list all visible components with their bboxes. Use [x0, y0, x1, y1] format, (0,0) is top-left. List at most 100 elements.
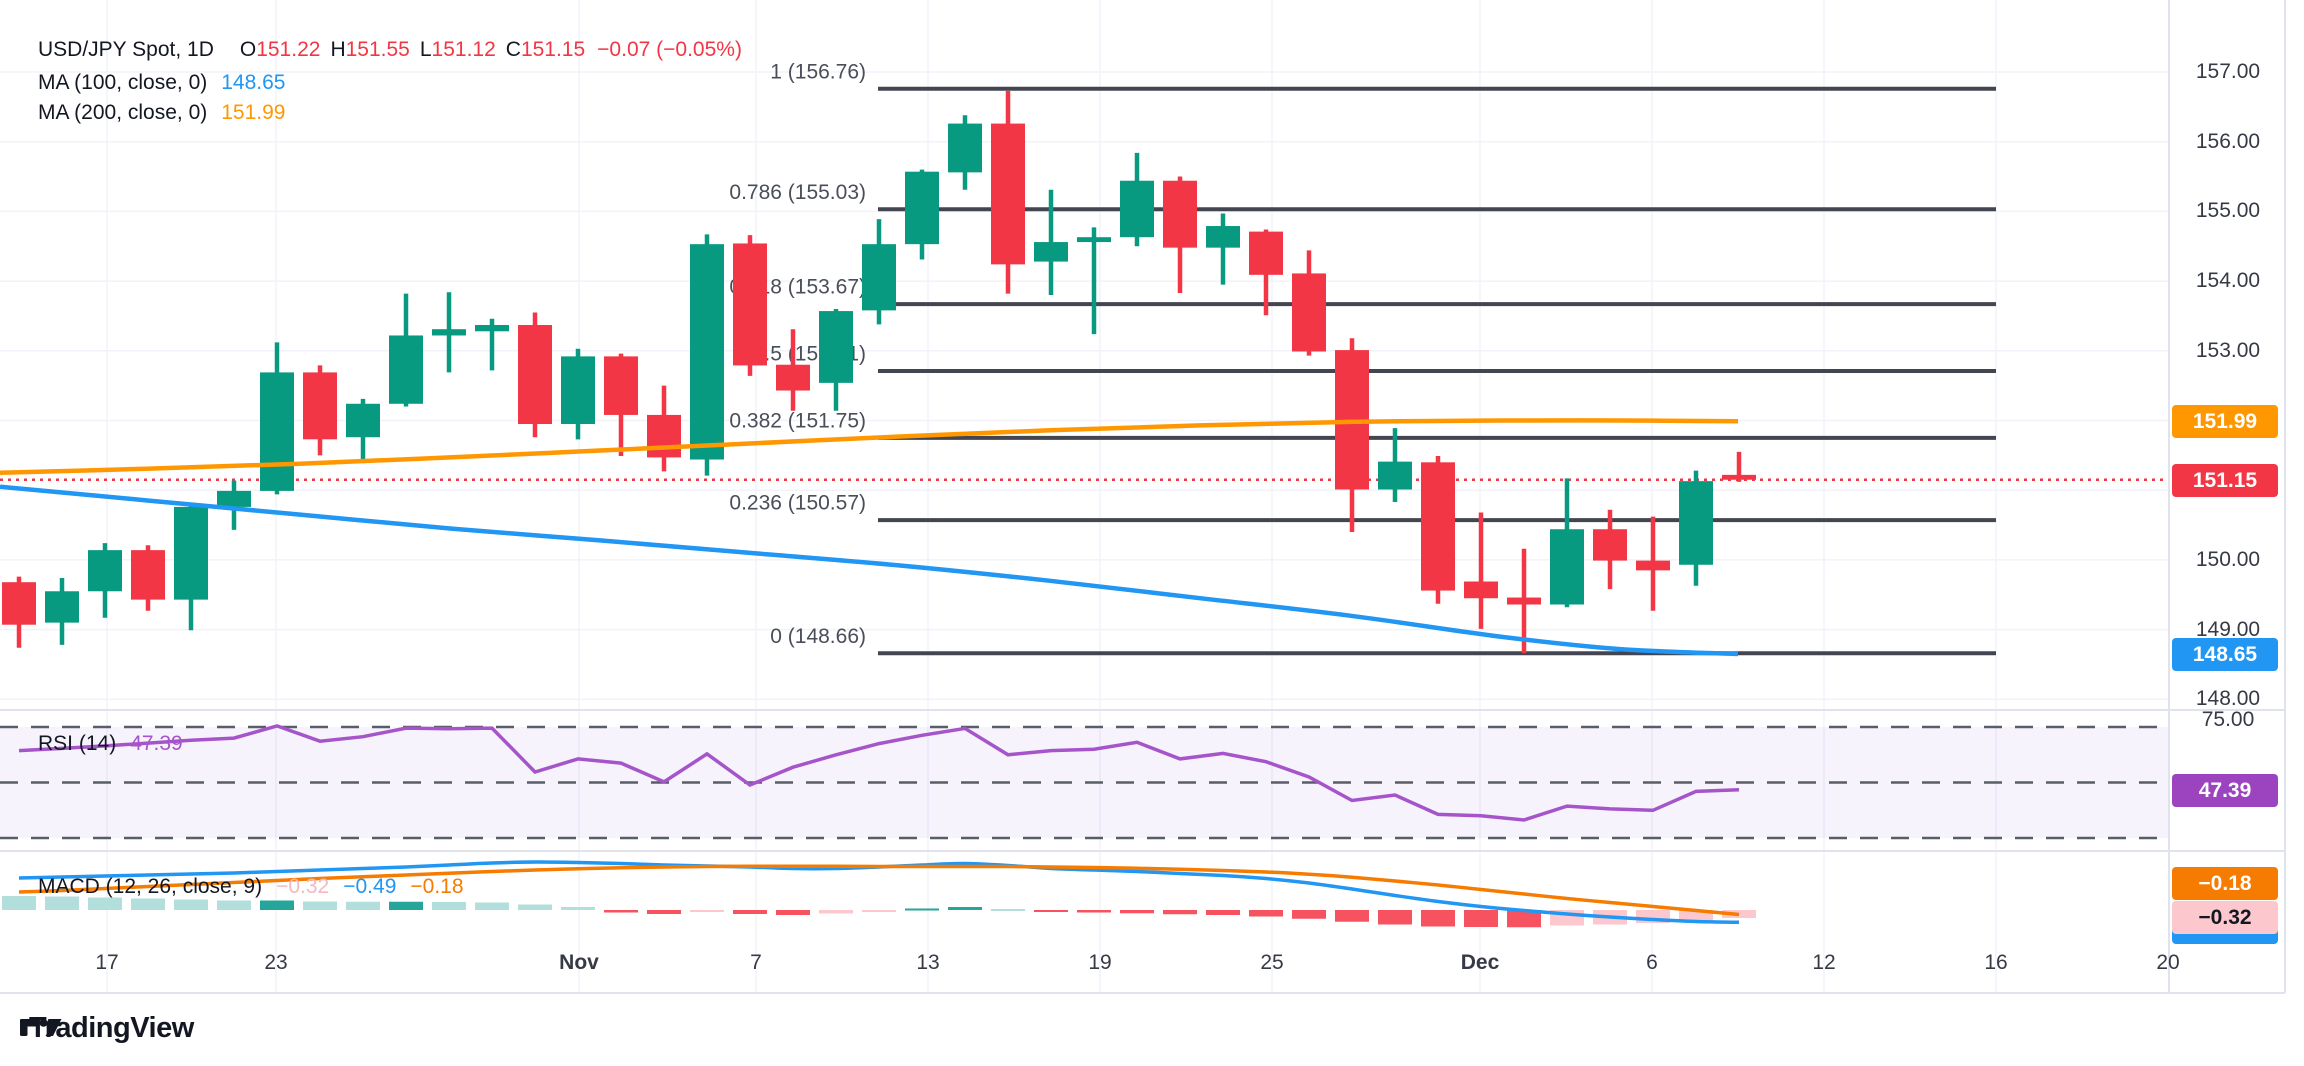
- candle: [1077, 227, 1111, 335]
- candle: [733, 235, 767, 376]
- time-axis-label: Nov: [559, 951, 599, 974]
- candle: [1679, 470, 1713, 586]
- ma100-value: 148.65: [221, 71, 286, 94]
- ohlc-value: 151.55: [345, 38, 410, 61]
- ma100-label: MA (100, close, 0): [38, 71, 208, 94]
- price-axis-label: 156.00: [2195, 129, 2261, 153]
- time-axis-label: 6: [1646, 951, 1658, 974]
- rsi-line: [18, 724, 1740, 822]
- indicator-legend-ma100[interactable]: MA (100, close, 0) 148.65: [38, 71, 285, 95]
- ohlc-key: H: [330, 38, 346, 61]
- fib-level-label: 1 (156.76): [770, 60, 866, 83]
- tradingview-logo-icon: [20, 1018, 62, 1036]
- candle: [217, 480, 251, 530]
- candle: [1722, 451, 1756, 482]
- candle: [1335, 338, 1369, 533]
- macd-signal-line: [18, 864, 1740, 917]
- time-axis-label: 16: [1984, 951, 2008, 974]
- macd-histogram: [2, 896, 1756, 928]
- price-axis[interactable]: 157.00 156.00 155.00 154.00 153.00 150.00 149.…: [2169, 0, 2285, 993]
- candles: [2, 90, 1756, 654]
- time-axis-label: 20: [2156, 951, 2180, 974]
- indicator-legend-rsi[interactable]: RSI (14) 47.39: [38, 732, 183, 756]
- price-axis-label: 75.00: [2201, 708, 2255, 731]
- ohlc-value: 151.12: [431, 38, 496, 61]
- ma100-price-badge: 148.65: [2172, 637, 2278, 671]
- time-axis-label: 23: [264, 951, 288, 974]
- ma200-label: MA (200, close, 0): [38, 101, 208, 124]
- candle: [647, 385, 681, 472]
- macd-hist-badge: −0.32: [2172, 900, 2278, 934]
- candle: [1163, 176, 1197, 293]
- macd-signal-badge: −0.18: [2172, 866, 2278, 900]
- candle: [1464, 512, 1498, 629]
- ma200-value: 151.99: [221, 101, 286, 124]
- change-value: −0.07 (−0.05%): [597, 38, 742, 61]
- current-price-badge: 151.15: [2172, 463, 2278, 497]
- price-axis-label: 150.00: [2195, 547, 2261, 571]
- ma100-line: [0, 484, 1739, 657]
- price-axis-label: 154.00: [2195, 269, 2261, 293]
- indicator-legend-macd[interactable]: MACD (12, 26, close, 9) −0.32 −0.49 −0.18: [38, 875, 478, 899]
- rsi-label: RSI (14): [38, 732, 117, 755]
- tradingview-logo[interactable]: TradingView: [20, 1012, 194, 1045]
- rsi-value: 47.39: [130, 732, 183, 755]
- candle: [2, 576, 36, 648]
- fib-level-label: 0.236 (150.57): [729, 492, 866, 515]
- candle: [1034, 189, 1068, 296]
- time-axis-label: 19: [1088, 951, 1112, 974]
- candle: [45, 578, 79, 645]
- price-axis-label: 157.00: [2195, 60, 2261, 83]
- ohlc-key: L: [419, 38, 432, 61]
- symbol-legend[interactable]: USD/JPY Spot, 1D O151.22 H151.55 L151.12 C1…: [38, 38, 742, 62]
- price-axis-label: 148.00: [2195, 687, 2261, 711]
- candle: [819, 308, 853, 411]
- candle: [131, 545, 165, 611]
- candle: [1421, 456, 1455, 604]
- price-axis-label: 155.00: [2195, 199, 2261, 223]
- candle: [561, 348, 595, 440]
- fib-level-label: 0.382 (151.75): [729, 409, 866, 432]
- candle: [1249, 229, 1283, 316]
- fib-level-label: 0.786 (155.03): [729, 181, 866, 204]
- ohlc-values: O151.22 H151.55 L151.12 C151.15: [230, 38, 585, 62]
- candle: [776, 329, 810, 411]
- pane-separators: [0, 0, 2286, 994]
- price-axis-label: 153.00: [2195, 338, 2261, 362]
- candle: [174, 503, 208, 631]
- grid: [0, 0, 2169, 993]
- fib-level-label: 0 (148.66): [770, 625, 866, 648]
- time-axis-label: 7: [750, 951, 762, 974]
- ohlc-key: O: [239, 38, 257, 61]
- time-axis[interactable]: 17 23 Nov 7 13 19 25 Dec 6 12 16 20: [0, 945, 2304, 993]
- candle: [862, 219, 896, 325]
- candle: [1507, 548, 1541, 654]
- candle: [604, 353, 638, 457]
- candle: [1206, 213, 1240, 285]
- candle: [346, 398, 380, 462]
- candle: [88, 543, 122, 618]
- time-axis-label: 25: [1260, 951, 1284, 974]
- macd-values: −0.32 −0.49 −0.18: [276, 875, 477, 899]
- candle: [1120, 152, 1154, 247]
- candle: [690, 234, 724, 476]
- ma200-price-badge: 151.99: [2172, 404, 2278, 438]
- candle: [1292, 250, 1326, 356]
- candle: [991, 90, 1025, 294]
- candle: [905, 169, 939, 260]
- symbol-title[interactable]: USD/JPY Spot, 1D: [38, 38, 214, 61]
- candle: [389, 293, 423, 407]
- time-axis-label: 12: [1812, 951, 1836, 974]
- macd-legend-value: −0.49: [343, 875, 397, 898]
- price-axis-label: 149.00: [2195, 617, 2261, 641]
- rsi-value-badge: 47.39: [2172, 773, 2278, 807]
- candle: [303, 365, 337, 456]
- ohlc-value: 151.22: [256, 38, 321, 61]
- candle: [518, 312, 552, 438]
- candle: [1550, 478, 1584, 608]
- indicator-legend-ma200[interactable]: MA (200, close, 0) 151.99: [38, 101, 285, 125]
- candle: [475, 318, 509, 371]
- candle: [948, 115, 982, 190]
